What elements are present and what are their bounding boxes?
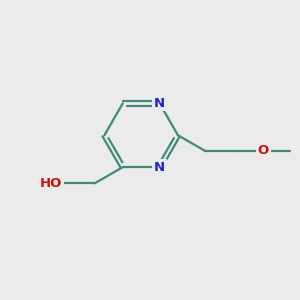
Text: N: N	[154, 161, 165, 174]
Text: N: N	[154, 97, 165, 110]
Text: O: O	[258, 144, 269, 157]
Text: HO: HO	[40, 177, 62, 190]
